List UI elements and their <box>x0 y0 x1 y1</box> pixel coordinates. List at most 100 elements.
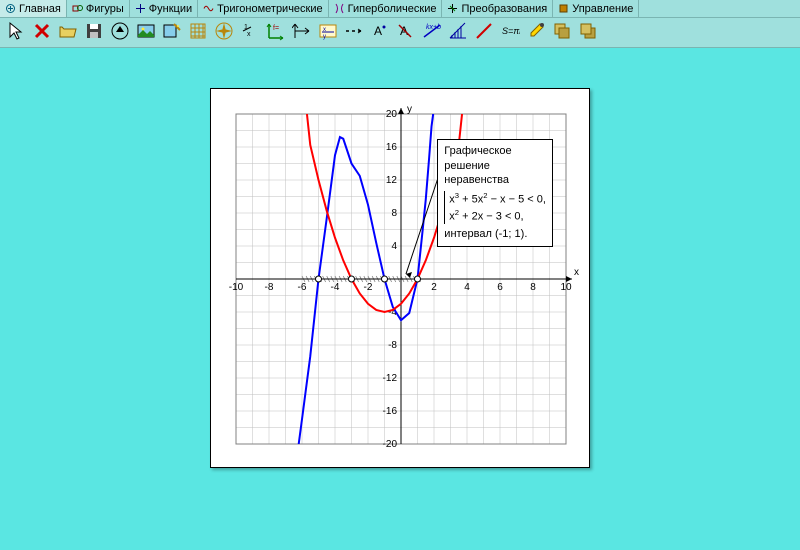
eyedrop-button[interactable] <box>524 21 548 45</box>
svg-text:2: 2 <box>431 282 437 293</box>
svg-text:4: 4 <box>391 241 397 252</box>
pointer-icon <box>6 21 26 44</box>
axes-icon: f= <box>266 21 286 44</box>
menu-bar: Главная Фигуры ФункцииТригонометрические Ги… <box>0 0 800 18</box>
tab-control[interactable]: Управление <box>553 0 639 17</box>
area-formula-icon: S=πr² <box>500 21 520 44</box>
slope-icon: kx+b <box>422 21 442 44</box>
tab-label: Фигуры <box>86 3 124 15</box>
compass-icon <box>214 21 234 44</box>
fraction-button[interactable]: 1x <box>238 21 262 45</box>
up-arrow-button[interactable] <box>108 21 132 45</box>
annot-line: неравенства <box>444 173 546 188</box>
svg-text:-4: -4 <box>331 282 340 293</box>
svg-text:A: A <box>374 24 382 38</box>
strike-a-button[interactable]: A <box>394 21 418 45</box>
annotation-box[interactable]: Графическое решение неравенства x3 + 5x2… <box>437 139 553 247</box>
svg-text:-8: -8 <box>388 340 397 351</box>
tab-label: Преобразования <box>461 3 547 15</box>
save-button[interactable] <box>82 21 106 45</box>
svg-text:6: 6 <box>497 282 503 293</box>
canvas-area: xy-10-8-6-4-2246810-20-16-12-8-448121620… <box>0 48 800 550</box>
svg-text:-2: -2 <box>364 282 373 293</box>
hatch-button[interactable] <box>446 21 470 45</box>
svg-text:x: x <box>574 267 579 278</box>
vector-button[interactable] <box>290 21 314 45</box>
svg-text:-8: -8 <box>265 282 274 293</box>
svg-text:-10: -10 <box>229 282 244 293</box>
tab-trig[interactable]: Тригонометрические <box>198 0 328 17</box>
annot-line: решение <box>444 159 546 174</box>
toolbar: 1xf=xyAAkx+bS=πr² <box>0 18 800 48</box>
svg-text:4: 4 <box>464 282 470 293</box>
functions-tab-icon <box>135 3 146 14</box>
rect-back-icon <box>552 21 572 44</box>
svg-text:kx+b: kx+b <box>426 24 441 31</box>
dash-icon <box>344 21 364 44</box>
transform-tab-icon <box>447 3 458 14</box>
svg-text:-20: -20 <box>383 439 398 450</box>
control-tab-icon <box>558 3 569 14</box>
formula-box-icon: xy <box>318 21 338 44</box>
fraction-icon: 1x <box>240 21 260 44</box>
shapes-tab-icon <box>72 3 83 14</box>
tab-shapes[interactable]: Фигуры <box>67 0 130 17</box>
annot-line: Графическое <box>444 144 546 159</box>
svg-text:8: 8 <box>391 208 397 219</box>
compass-button[interactable] <box>212 21 236 45</box>
svg-text:16: 16 <box>386 142 398 153</box>
up-arrow-icon <box>110 21 130 44</box>
close-icon <box>32 21 52 44</box>
picture-icon <box>136 21 156 44</box>
tab-label: Гиперболические <box>348 3 437 15</box>
tab-main[interactable]: Главная <box>0 0 67 17</box>
svg-text:-12: -12 <box>383 373 398 384</box>
tab-label: Главная <box>19 3 61 15</box>
open-icon <box>58 21 78 44</box>
formula-box-button[interactable]: xy <box>316 21 340 45</box>
axes-button[interactable]: f= <box>264 21 288 45</box>
svg-text:-16: -16 <box>383 406 398 417</box>
plot-paper: xy-10-8-6-4-2246810-20-16-12-8-448121620… <box>210 88 590 468</box>
main-tab-icon <box>5 3 16 14</box>
open-button[interactable] <box>56 21 80 45</box>
wizard-button[interactable] <box>160 21 184 45</box>
tab-label: Управление <box>572 3 633 15</box>
tab-functions[interactable]: Функции <box>130 0 198 17</box>
grid-icon <box>188 21 208 44</box>
pointer-button[interactable] <box>4 21 28 45</box>
vector-icon <box>292 21 312 44</box>
annot-line: интервал (-1; 1). <box>444 227 546 242</box>
tab-hyperbolic[interactable]: Гиперболические <box>329 0 443 17</box>
svg-text:20: 20 <box>386 109 398 120</box>
picture-button[interactable] <box>134 21 158 45</box>
eyedrop-icon <box>526 21 546 44</box>
annot-eq2: x2 + 2x − 3 < 0, <box>444 208 546 225</box>
svg-text:f=: f= <box>273 25 279 32</box>
svg-text:x: x <box>247 31 251 38</box>
save-icon <box>84 21 104 44</box>
label-a-icon: A <box>370 21 390 44</box>
area-formula-button[interactable]: S=πr² <box>498 21 522 45</box>
svg-text:-6: -6 <box>298 282 307 293</box>
svg-text:10: 10 <box>560 282 572 293</box>
svg-text:y: y <box>323 34 326 40</box>
grid-button[interactable] <box>186 21 210 45</box>
wizard-icon <box>162 21 182 44</box>
strike-a-icon: A <box>396 21 416 44</box>
svg-text:y: y <box>407 104 412 115</box>
trig-tab-icon <box>203 3 214 14</box>
svg-text:12: 12 <box>386 175 398 186</box>
rect-front-button[interactable] <box>576 21 600 45</box>
svg-text:S=πr²: S=πr² <box>502 26 520 36</box>
label-a-button[interactable]: A <box>368 21 392 45</box>
dash-button[interactable] <box>342 21 366 45</box>
annot-eq1: x3 + 5x2 − x − 5 < 0, <box>444 191 546 208</box>
line-red-icon <box>474 21 494 44</box>
svg-text:8: 8 <box>530 282 536 293</box>
slope-button[interactable]: kx+b <box>420 21 444 45</box>
rect-back-button[interactable] <box>550 21 574 45</box>
tab-transform[interactable]: Преобразования <box>442 0 553 17</box>
line-red-button[interactable] <box>472 21 496 45</box>
close-button[interactable] <box>30 21 54 45</box>
